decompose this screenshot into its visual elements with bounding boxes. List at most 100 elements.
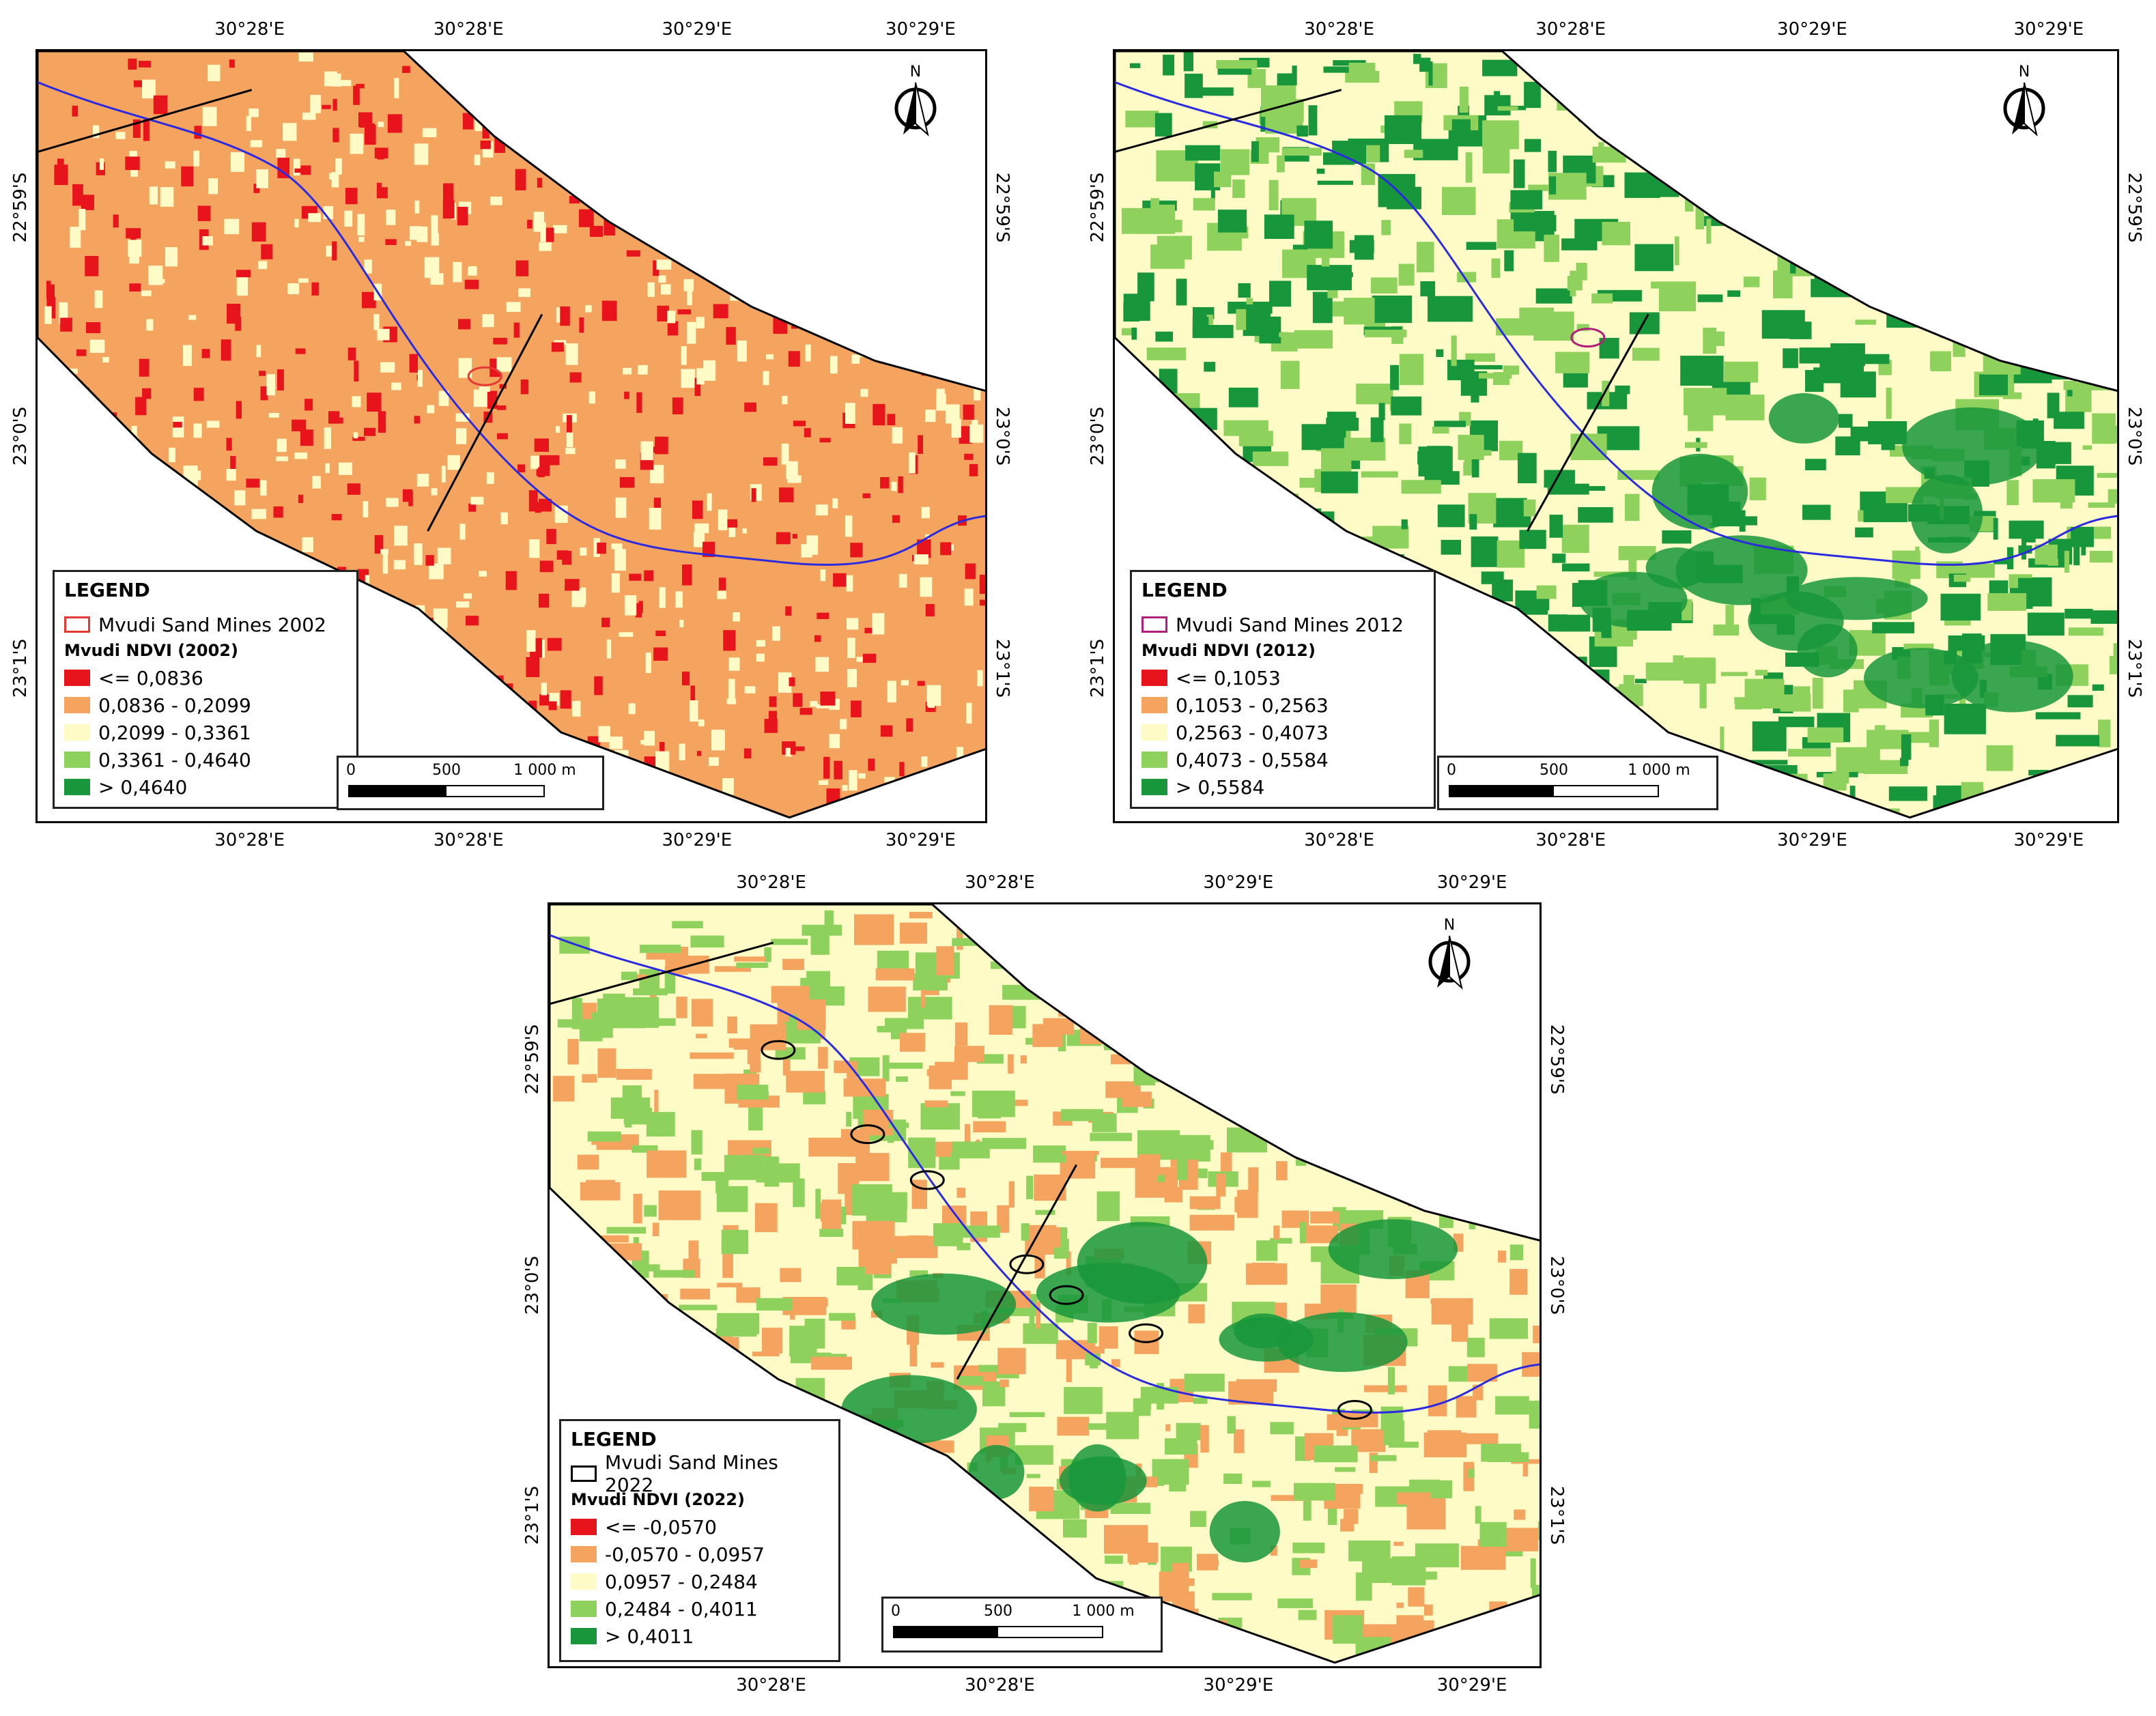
ndvi-patch bbox=[756, 640, 765, 647]
ndvi-patch bbox=[864, 627, 877, 633]
ndvi-patch bbox=[1038, 1663, 1079, 1668]
ndvi-patch bbox=[877, 330, 885, 335]
ndvi-patch bbox=[437, 547, 451, 564]
ndvi-patch bbox=[230, 456, 236, 474]
ndvi-patch bbox=[751, 488, 756, 502]
ndvi-patch bbox=[1301, 424, 1346, 451]
ndvi-patch bbox=[816, 704, 830, 709]
ndvi-patch bbox=[793, 420, 806, 427]
ndvi-patch bbox=[1465, 743, 1480, 753]
ndvi-patch bbox=[606, 639, 612, 659]
ndvi-patch bbox=[1364, 330, 1407, 338]
ndvi-patch bbox=[785, 606, 792, 616]
ndvi-patch bbox=[856, 657, 866, 662]
ndvi-patch bbox=[115, 132, 126, 139]
ndvi-patch bbox=[556, 426, 561, 433]
ndvi-patch bbox=[919, 289, 927, 298]
ndvi-patch bbox=[819, 1229, 843, 1237]
ndvi-patch bbox=[1208, 1560, 1219, 1566]
ndvi-patch bbox=[1495, 1396, 1529, 1415]
ndvi-patch bbox=[1396, 1602, 1404, 1608]
ndvi-patch bbox=[1855, 527, 1873, 538]
ndvi-patch bbox=[911, 197, 922, 203]
ndvi-patch bbox=[1009, 1412, 1045, 1418]
legend-swatch bbox=[571, 1519, 597, 1535]
ndvi-patch bbox=[1206, 315, 1213, 325]
ndvi-patch bbox=[59, 497, 72, 503]
ndvi-patch bbox=[1778, 716, 1815, 728]
ndvi-patch bbox=[694, 523, 709, 533]
ndvi-patch bbox=[672, 397, 683, 415]
ndvi-patch bbox=[1154, 113, 1172, 137]
ndvi-patch bbox=[1970, 189, 1994, 204]
ndvi-patch bbox=[1193, 1397, 1208, 1404]
legend-class-list: <= 0,1053 0,1053 - 0,2563 0,2563 - 0,4073 0… bbox=[1141, 664, 1424, 801]
legend-class-label: > 0,4640 bbox=[98, 775, 188, 799]
river-line bbox=[38, 81, 985, 566]
ndvi-patch bbox=[924, 1100, 948, 1108]
ndvi-patch bbox=[742, 528, 747, 534]
ndvi-patch bbox=[1316, 169, 1325, 174]
ndvi-patch bbox=[1276, 1161, 1288, 1181]
ndvi-patch bbox=[888, 1122, 909, 1128]
ndvi-patch bbox=[810, 701, 818, 707]
legend-class-label: 0,2563 - 0,4073 bbox=[1176, 721, 1329, 744]
ndvi-patch bbox=[1062, 1151, 1099, 1155]
ndvi-patch bbox=[982, 1138, 1027, 1149]
ndvi-patch bbox=[1875, 725, 1886, 733]
transect-line bbox=[427, 313, 543, 532]
ndvi-patch bbox=[1087, 1323, 1097, 1343]
ndvi-patch bbox=[1946, 240, 1957, 266]
ndvi-patch bbox=[728, 523, 736, 537]
ndvi-patch bbox=[202, 236, 213, 246]
ndvi-patch bbox=[552, 1329, 560, 1335]
ndvi-patch bbox=[820, 569, 826, 582]
ndvi-patch bbox=[80, 820, 92, 823]
ndvi-patch bbox=[855, 1153, 890, 1182]
ndvi-patch bbox=[451, 662, 465, 672]
ndvi-patch bbox=[1725, 174, 1736, 200]
ndvi-patch bbox=[964, 588, 974, 606]
ndvi-patch bbox=[133, 80, 143, 87]
ndvi-patch bbox=[1570, 433, 1607, 461]
ndvi-patch bbox=[233, 810, 246, 818]
ndvi-patch bbox=[1360, 965, 1395, 975]
ndvi-patch bbox=[1745, 112, 1759, 132]
lon-tick-label: 30°29'E bbox=[662, 830, 733, 850]
ndvi-patch bbox=[946, 302, 961, 323]
ndvi-patch bbox=[860, 1109, 894, 1136]
ndvi-patch bbox=[959, 1376, 984, 1386]
ndvi-patch bbox=[546, 528, 556, 545]
ndvi-patch bbox=[438, 390, 449, 406]
ndvi-patch bbox=[887, 1062, 923, 1069]
ndvi-patch bbox=[1184, 936, 1214, 949]
ndvi-patch bbox=[85, 322, 100, 334]
ndvi-patch bbox=[917, 681, 925, 686]
ndvi-patch bbox=[1057, 1416, 1090, 1436]
ndvi-patch bbox=[1793, 686, 1811, 711]
ndvi-patch bbox=[642, 1264, 660, 1272]
ndvi-patch bbox=[818, 780, 829, 785]
dense-vegetation-patch bbox=[857, 1459, 967, 1541]
ndvi-patch bbox=[655, 630, 666, 636]
ndvi-patch bbox=[431, 59, 444, 77]
ndvi-patch bbox=[500, 512, 508, 525]
ndvi-patch bbox=[752, 1147, 769, 1154]
ndvi-patch bbox=[1771, 773, 1808, 792]
ndvi-patch bbox=[845, 515, 853, 537]
ndvi-patch bbox=[1692, 59, 1731, 85]
ndvi-patch bbox=[1223, 1473, 1243, 1484]
ndvi-patch bbox=[1906, 285, 1918, 308]
ndvi-patch bbox=[786, 461, 798, 479]
map-frame: LEGEND Mvudi Sand Mines 2002 Mvudi NDVI … bbox=[36, 49, 987, 823]
ndvi-patch bbox=[326, 246, 335, 257]
ndvi-patch bbox=[332, 241, 337, 261]
ndvi-patch bbox=[1578, 507, 1613, 523]
ndvi-patch bbox=[951, 157, 959, 179]
ndvi-patch bbox=[1509, 1119, 1529, 1128]
ndvi-patch bbox=[403, 679, 418, 700]
ndvi-patch bbox=[414, 143, 429, 165]
ndvi-patch bbox=[837, 227, 842, 239]
ndvi-patch bbox=[2108, 489, 2117, 504]
ndvi-patch bbox=[1779, 816, 1796, 818]
